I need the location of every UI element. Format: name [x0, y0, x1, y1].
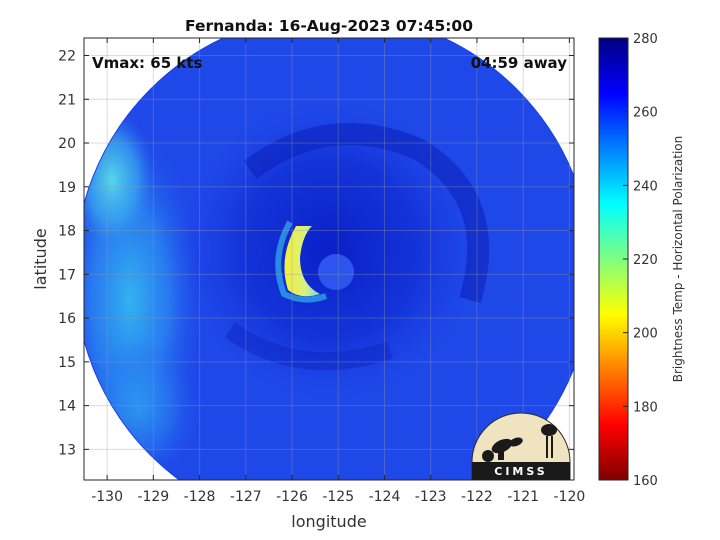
x-tick-label: -123: [415, 489, 447, 505]
y-axis-label: latitude: [31, 228, 50, 289]
x-tick-label: -130: [91, 489, 123, 505]
colorbar-tick-label: 280: [633, 32, 658, 47]
chart-title: Fernanda: 16-Aug-2023 07:45:00: [185, 17, 473, 35]
colorbar-tick-label: 260: [633, 106, 658, 121]
eye: [318, 254, 354, 290]
x-tick-label: -128: [184, 489, 216, 505]
y-tick-label: 14: [58, 399, 76, 415]
colorbar-label: Brightness Temp - Horizontal Polarizatio…: [671, 136, 685, 383]
colorbar-tick-label: 220: [633, 253, 658, 268]
y-tick-label: 17: [58, 267, 76, 283]
x-axis-label: longitude: [291, 512, 366, 531]
y-tick-label: 19: [58, 180, 76, 196]
colorbar-tick-label: 160: [633, 474, 658, 489]
time-away-annotation: 04:59 away: [471, 54, 568, 72]
microwave-swath: [84, 38, 574, 480]
x-tick-label: -127: [230, 489, 262, 505]
eyewall-glow: [275, 220, 328, 303]
y-tick-label: 18: [58, 224, 76, 240]
y-ticks: 13 14 15 16 17 18 19 20 21 22: [58, 49, 574, 458]
x-tick-label: -125: [322, 489, 354, 505]
x-tick-label: -126: [276, 489, 308, 505]
colorbar-tick-label: 240: [633, 179, 658, 194]
colorbar-tick-label: 180: [633, 400, 658, 415]
x-tick-label: -121: [507, 489, 539, 505]
logo-banner: [472, 462, 570, 480]
y-tick-label: 15: [58, 355, 76, 371]
colorbar-tick-label: 200: [633, 327, 658, 342]
axes-frame: [83, 37, 575, 481]
x-tick-label: -129: [137, 489, 169, 505]
y-tick-label: 21: [58, 92, 76, 108]
y-tick-label: 22: [58, 49, 76, 65]
y-tick-label: 16: [58, 311, 76, 327]
spiral-band-dark: [243, 123, 490, 304]
colorbar-ticks: 160 180 200 220 240 260 280: [623, 32, 658, 489]
logo-dish-icon: [482, 437, 523, 462]
logo-text: CIMSS: [494, 465, 547, 478]
grid: [84, 38, 574, 480]
y-tick-label: 13: [58, 442, 76, 458]
x-tick-label: -124: [369, 489, 401, 505]
cimss-logo: CIMSS: [471, 412, 571, 481]
x-tick-label: -122: [461, 489, 493, 505]
x-tick-label: -120: [553, 489, 585, 505]
y-tick-label: 20: [58, 136, 76, 152]
spiral-band-dark-2: [224, 322, 393, 371]
logo-tower-icon: [541, 424, 557, 458]
x-ticks: -130 -129 -128 -127 -126 -125 -124 -123 -122 -121…: [91, 38, 585, 505]
eyewall-convection: [284, 226, 320, 297]
vmax-annotation: Vmax: 65 kts: [92, 54, 202, 72]
